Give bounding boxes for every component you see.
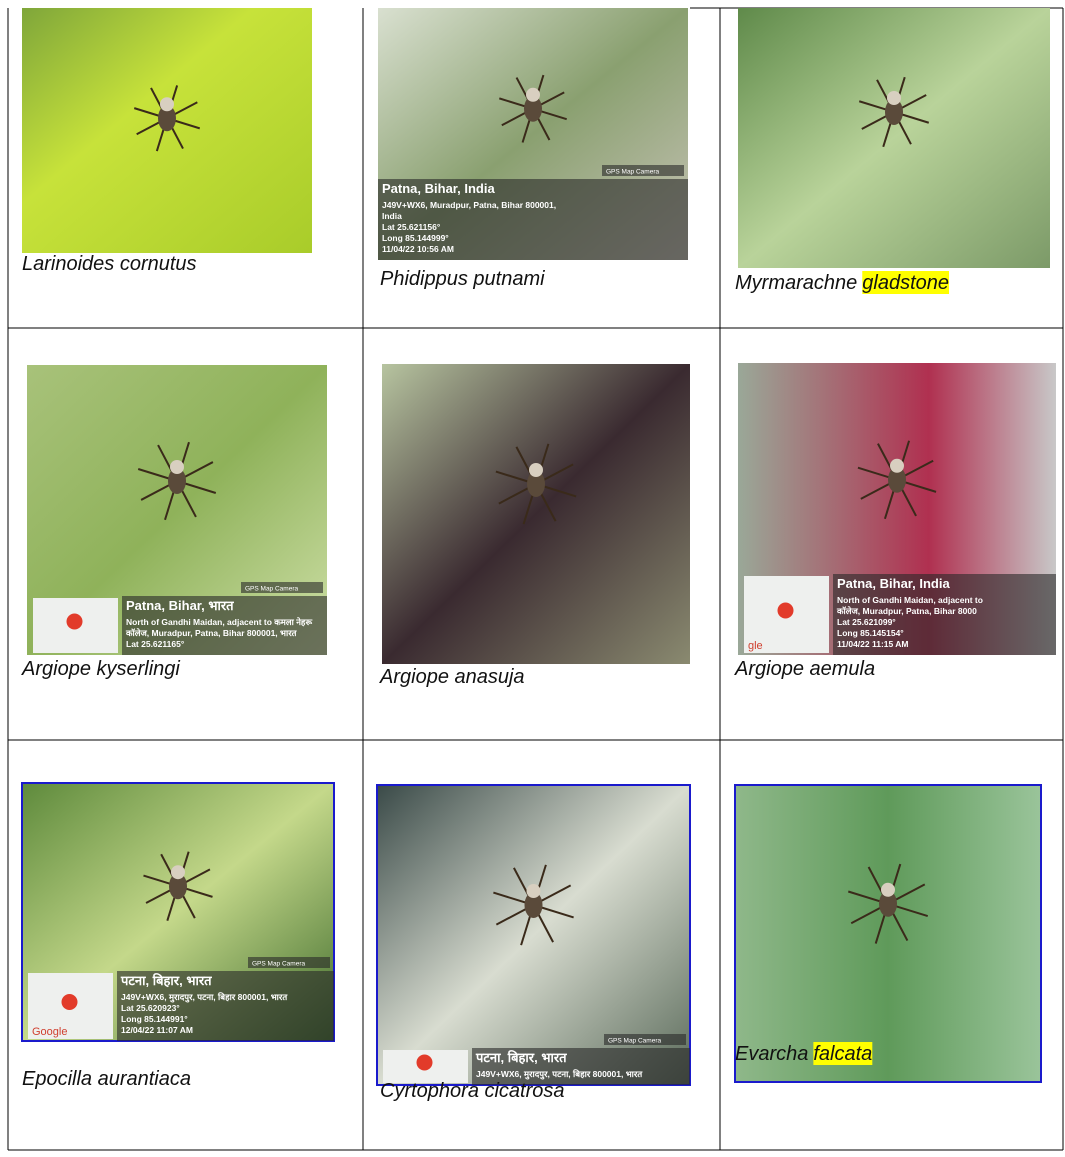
location-line: 11/04/22 10:56 AM — [382, 244, 454, 254]
location-overlay — [833, 574, 1056, 655]
photo-background — [738, 8, 1050, 268]
badge: GPS Map Camera — [252, 961, 305, 968]
location-line: 12/04/22 11:07 AM — [121, 1025, 193, 1035]
badge-bg — [241, 582, 323, 593]
spider-body — [879, 890, 897, 917]
location-title: Patna, Bihar, भारत — [126, 598, 234, 613]
spider-body — [527, 471, 545, 497]
species-name: Epocilla aurantiaca — [22, 1068, 191, 1090]
badge-bg — [604, 1034, 686, 1045]
photo-frame — [734, 784, 1042, 1083]
location-line: J49V+WX6, मुरादपुर, पटना, बिहार 800001, … — [121, 992, 288, 1003]
spider-body — [524, 892, 543, 918]
spider-head — [170, 460, 184, 474]
location-line: Lat 25.621165° — [126, 639, 185, 649]
map-pin — [416, 1054, 433, 1071]
photo — [738, 8, 1050, 268]
spider-head — [171, 865, 185, 880]
location-title: पटना, बिहार, भारत — [120, 973, 212, 988]
spider-head — [529, 463, 543, 477]
spider-head — [881, 882, 895, 897]
species-epithet: falcata — [813, 1043, 872, 1065]
map-pin — [61, 994, 78, 1010]
location-line: Lat 25.620923° — [121, 1003, 180, 1013]
spider-head — [890, 458, 904, 473]
photo: gle Patna, Bihar, India North of Gandhi Ma… — [738, 363, 1056, 655]
location-overlay — [117, 971, 334, 1041]
species-name: Myrmarachne — [735, 272, 857, 294]
species-name: Larinoides cornutus — [22, 253, 197, 275]
photo — [382, 364, 690, 664]
species-name: Argiope aemula — [734, 658, 875, 680]
species-name: Argiope kyserlingi — [21, 658, 180, 680]
photo: Google पटना, बिहार, भारत J49V+WX6, मुरादपु… — [21, 782, 335, 1042]
location-title: Patna, Bihar, India — [382, 181, 495, 196]
location-line: 11/04/22 11:15 AM — [837, 639, 909, 649]
location-line: J49V+WX6, Muradpur, Patna, Bihar 800001, — [382, 200, 556, 210]
highlight — [862, 271, 950, 294]
badge: GPS Map Camera — [608, 1038, 661, 1045]
badge-bg — [248, 957, 330, 968]
species-epithet: gladstone — [862, 272, 949, 294]
badge-bg — [602, 165, 684, 176]
badge: GPS Map Camera — [606, 169, 659, 176]
highlight — [813, 1042, 873, 1065]
photo-background — [735, 785, 1041, 1082]
spider-head — [526, 884, 541, 898]
species-name: Phidippus putnami — [380, 268, 545, 290]
spider-body — [524, 95, 542, 122]
species-name: Argiope anasuja — [379, 666, 525, 688]
map-text: gle — [748, 640, 763, 652]
spider-body — [885, 99, 903, 125]
location-overlay — [122, 596, 327, 655]
location-line: India — [382, 211, 402, 221]
photo-background — [382, 364, 690, 664]
location-line: J49V+WX6, मुरादपुर, पटना, बिहार 800001, … — [476, 1069, 643, 1080]
photo — [22, 8, 312, 253]
spider-body — [169, 873, 187, 900]
location-line: North of Gandhi Maidan, adjacent to — [837, 595, 983, 605]
location-line: North of Gandhi Maidan, adjacent to कमला… — [126, 617, 312, 627]
location-line: Lat 25.621099° — [837, 617, 896, 627]
map-pin — [777, 602, 794, 619]
location-title: Patna, Bihar, India — [837, 576, 950, 591]
location-line: Long 85.145154° — [837, 628, 904, 638]
spider-head — [160, 97, 174, 112]
map-pin — [66, 613, 83, 630]
location-line: Long 85.144999° — [382, 233, 449, 243]
location-overlay — [378, 179, 688, 260]
spider-body — [158, 105, 176, 132]
photo: पटना, बिहार, भारत J49V+WX6, मुरादपुर, पटन… — [376, 784, 691, 1086]
map-text: Google — [32, 1026, 67, 1038]
badge: GPS Map Camera — [245, 586, 298, 593]
location-title: पटना, बिहार, भारत — [475, 1050, 567, 1065]
spider-body — [888, 466, 906, 493]
location-overlay — [472, 1048, 690, 1085]
spider-head — [526, 87, 540, 102]
spider-body — [168, 468, 186, 494]
spider-head — [887, 91, 901, 105]
photo: Patna, Bihar, India J49V+WX6, Muradpur, P… — [378, 8, 688, 260]
species-name: Cyrtophora cicatrosa — [380, 1080, 565, 1102]
location-line: कॉलेज, Muradpur, Patna, Bihar 8000 — [836, 606, 977, 616]
photo — [734, 784, 1042, 1083]
location-line: कॉलेज, Muradpur, Patna, Bihar 800001, भा… — [125, 628, 298, 638]
location-line: Long 85.144991° — [121, 1014, 188, 1024]
location-line: Lat 25.621156° — [382, 222, 441, 232]
species-name: Evarcha — [735, 1043, 808, 1065]
photo: Patna, Bihar, भारत North of Gandhi Maidan… — [27, 365, 327, 655]
